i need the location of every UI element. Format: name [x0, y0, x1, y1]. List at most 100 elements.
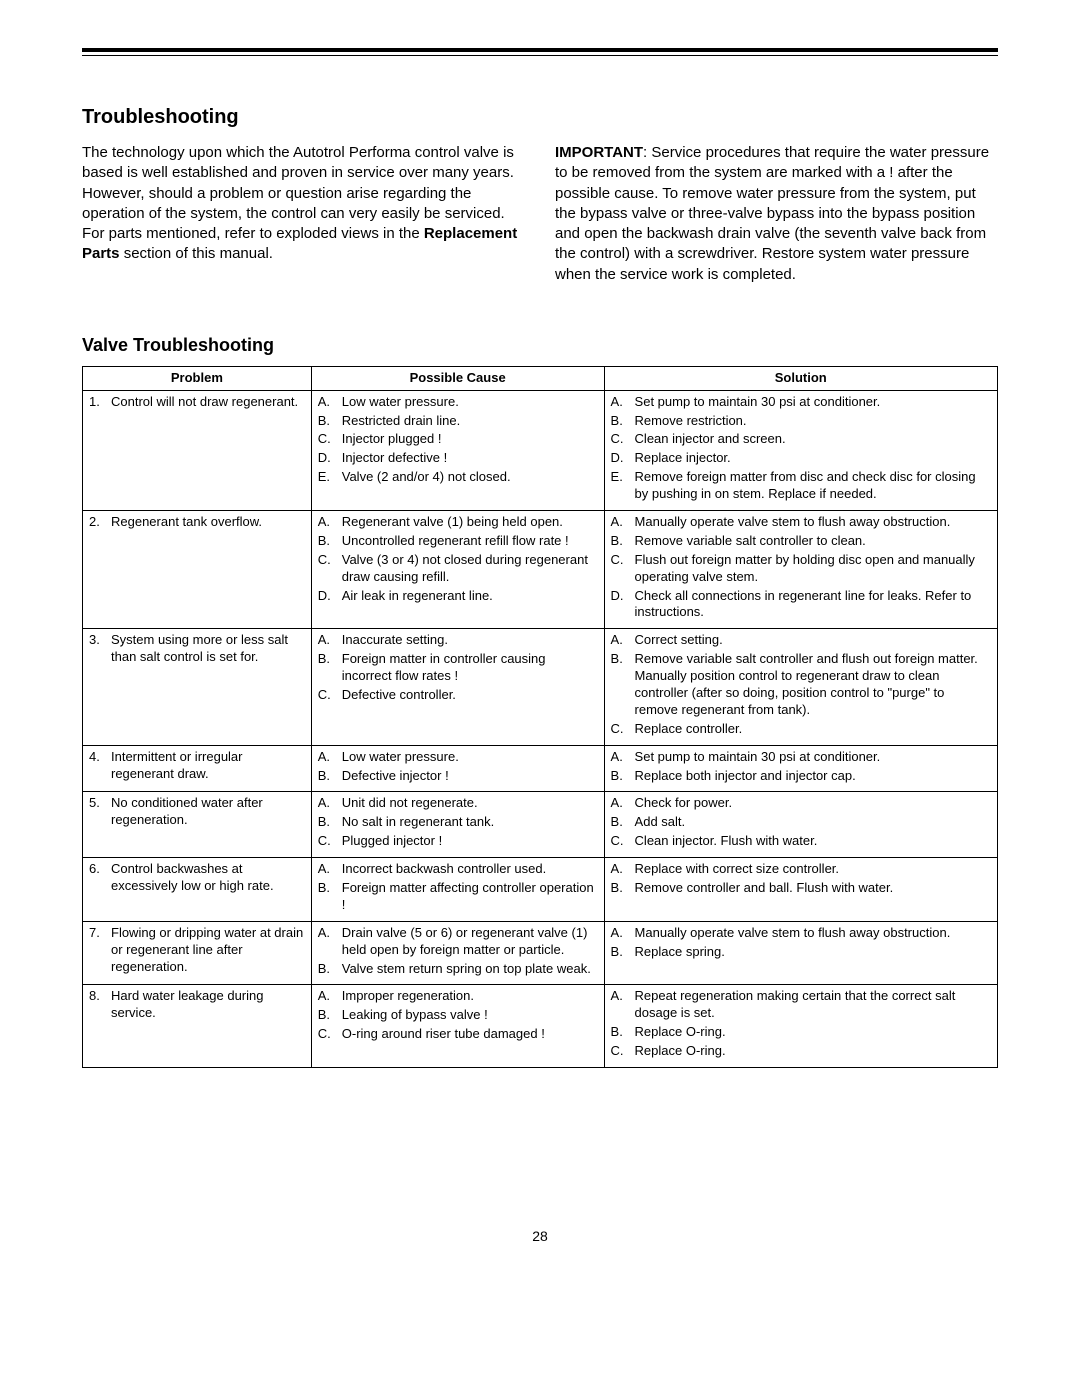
page: Troubleshooting The technology upon whic… [0, 0, 1080, 1274]
cause-text: Drain valve (5 or 6) or regenerant valve… [342, 925, 598, 959]
cause-letter: B. [318, 880, 342, 914]
solution-text: Clean injector and screen. [635, 431, 991, 448]
problem-cell: 3.System using more or less salt than sa… [83, 629, 312, 745]
cause-letter: C. [318, 833, 342, 850]
solution-text: Manually operate valve stem to flush awa… [635, 925, 991, 942]
solution-letter: B. [611, 1024, 635, 1041]
cause-letter: B. [318, 533, 342, 550]
problem-text: Intermittent or irregular regenerant dra… [111, 749, 305, 783]
cause-letter: A. [318, 514, 342, 531]
solution-letter: C. [611, 431, 635, 448]
problem-text: Control backwashes at excessively low or… [111, 861, 305, 895]
solution-text: Clean injector. Flush with water. [635, 833, 991, 850]
cause-text: Valve (2 and/or 4) not closed. [342, 469, 598, 486]
problem-text: Regenerant tank overflow. [111, 514, 305, 531]
header-solution: Solution [604, 366, 997, 390]
cause-text: Foreign matter affecting controller oper… [342, 880, 598, 914]
solution-text: Correct setting. [635, 632, 991, 649]
intro-right-rest: : Service procedures that require the wa… [555, 144, 989, 283]
problem-cell: 8.Hard water leakage during service. [83, 985, 312, 1068]
cause-text: Inaccurate setting. [342, 632, 598, 649]
cause-cell: A.Improper regeneration.B.Leaking of byp… [311, 985, 604, 1068]
table-row: 4.Intermittent or irregular regenerant d… [83, 745, 998, 792]
solution-cell: A.Manually operate valve stem to flush a… [604, 921, 997, 985]
solution-letter: B. [611, 413, 635, 430]
cause-letter: A. [318, 795, 342, 812]
page-number: 28 [82, 1228, 998, 1244]
cause-text: O-ring around riser tube damaged ! [342, 1026, 598, 1043]
solution-letter: C. [611, 721, 635, 738]
intro-left-post: section of this manual. [120, 245, 273, 262]
cause-letter: B. [318, 961, 342, 978]
solution-text: Add salt. [635, 814, 991, 831]
solution-text: Replace controller. [635, 721, 991, 738]
problem-text: No conditioned water after regeneration. [111, 795, 305, 829]
problem-number: 7. [89, 925, 111, 976]
cause-cell: A.Low water pressure.B.Defective injecto… [311, 745, 604, 792]
cause-text: Uncontrolled regenerant refill flow rate… [342, 533, 598, 550]
solution-letter: D. [611, 588, 635, 622]
solution-text: Remove variable salt controller and flus… [635, 651, 991, 719]
cause-letter: B. [318, 768, 342, 785]
cause-cell: A.Inaccurate setting.B.Foreign matter in… [311, 629, 604, 745]
cause-text: Valve (3 or 4) not closed during regener… [342, 552, 598, 586]
cause-text: Air leak in regenerant line. [342, 588, 598, 605]
problem-cell: 7.Flowing or dripping water at drain or … [83, 921, 312, 985]
solution-text: Remove foreign matter from disc and chec… [635, 469, 991, 503]
problem-text: Flowing or dripping water at drain or re… [111, 925, 305, 976]
table-row: 5.No conditioned water after regeneratio… [83, 792, 998, 858]
solution-letter: B. [611, 768, 635, 785]
solution-text: Flush out foreign matter by holding disc… [635, 552, 991, 586]
problem-text: Control will not draw regenerant. [111, 394, 305, 411]
cause-letter: C. [318, 431, 342, 448]
solution-letter: B. [611, 651, 635, 719]
table-header-row: Problem Possible Cause Solution [83, 366, 998, 390]
solution-text: Remove variable salt controller to clean… [635, 533, 991, 550]
table-row: 6.Control backwashes at excessively low … [83, 858, 998, 922]
header-cause: Possible Cause [311, 366, 604, 390]
cause-text: Improper regeneration. [342, 988, 598, 1005]
problem-number: 8. [89, 988, 111, 1022]
problem-number: 6. [89, 861, 111, 895]
cause-letter: D. [318, 588, 342, 605]
problem-cell: 1.Control will not draw regenerant. [83, 390, 312, 510]
cause-letter: E. [318, 469, 342, 486]
solution-cell: A.Manually operate valve stem to flush a… [604, 510, 997, 628]
section-subtitle: Valve Troubleshooting [82, 335, 998, 356]
cause-letter: B. [318, 651, 342, 685]
cause-letter: D. [318, 450, 342, 467]
solution-text: Check for power. [635, 795, 991, 812]
solution-cell: A.Set pump to maintain 30 psi at conditi… [604, 745, 997, 792]
page-title: Troubleshooting [82, 106, 998, 129]
intro-left: The technology upon which the Autotrol P… [82, 143, 525, 285]
solution-text: Repeat regeneration making certain that … [635, 988, 991, 1022]
solution-letter: A. [611, 861, 635, 878]
problem-text: System using more or less salt than salt… [111, 632, 305, 666]
cause-letter: A. [318, 925, 342, 959]
cause-letter: A. [318, 394, 342, 411]
solution-text: Manually operate valve stem to flush awa… [635, 514, 991, 531]
top-rule [82, 48, 998, 56]
solution-letter: A. [611, 925, 635, 942]
solution-letter: B. [611, 814, 635, 831]
solution-text: Replace with correct size controller. [635, 861, 991, 878]
table-row: 7.Flowing or dripping water at drain or … [83, 921, 998, 985]
cause-text: Unit did not regenerate. [342, 795, 598, 812]
solution-letter: A. [611, 988, 635, 1022]
solution-cell: A.Replace with correct size controller.B… [604, 858, 997, 922]
cause-text: No salt in regenerant tank. [342, 814, 598, 831]
solution-letter: A. [611, 514, 635, 531]
solution-cell: A.Check for power.B.Add salt.C.Clean inj… [604, 792, 997, 858]
cause-text: Low water pressure. [342, 394, 598, 411]
solution-text: Check all connections in regenerant line… [635, 588, 991, 622]
cause-cell: A.Incorrect backwash controller used.B.F… [311, 858, 604, 922]
solution-text: Set pump to maintain 30 psi at condition… [635, 749, 991, 766]
cause-letter: A. [318, 749, 342, 766]
cause-text: Leaking of bypass valve ! [342, 1007, 598, 1024]
cause-text: Foreign matter in controller causing inc… [342, 651, 598, 685]
solution-letter: C. [611, 552, 635, 586]
cause-text: Low water pressure. [342, 749, 598, 766]
cause-text: Defective controller. [342, 687, 598, 704]
cause-cell: A.Low water pressure.B.Restricted drain … [311, 390, 604, 510]
solution-text: Replace spring. [635, 944, 991, 961]
